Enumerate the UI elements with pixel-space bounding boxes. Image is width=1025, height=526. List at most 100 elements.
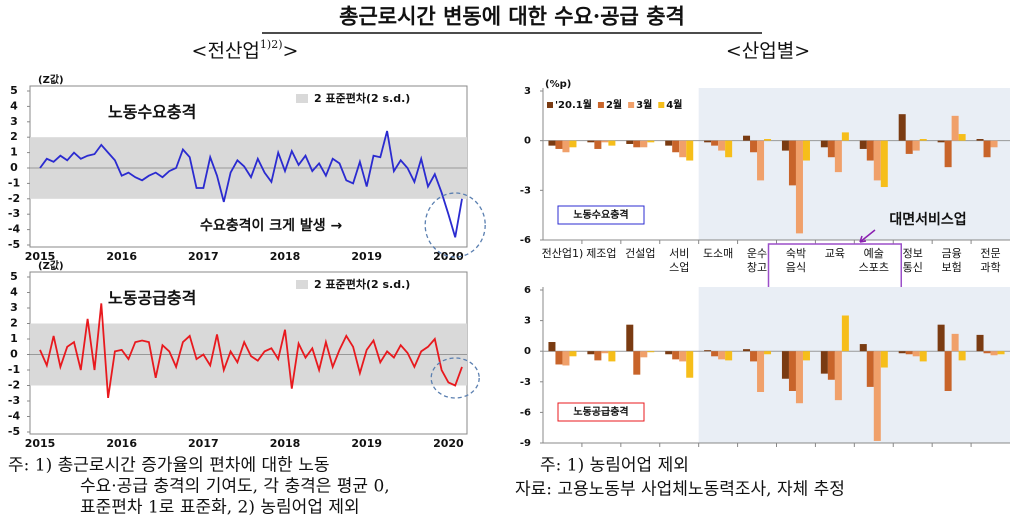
subtitle-sup: 1)2) [260, 38, 283, 51]
bar [764, 139, 772, 141]
bar [743, 349, 751, 352]
bar [944, 351, 952, 391]
bar [788, 351, 796, 391]
bar [569, 140, 577, 148]
y-tick-label: 1 [10, 146, 18, 159]
x-tick-label: 2016 [106, 437, 137, 450]
x-tick-label: 전산업1) [542, 247, 584, 260]
bar [880, 140, 888, 188]
bar [788, 140, 796, 186]
bar [944, 140, 952, 168]
bar [919, 351, 927, 362]
legend-swatch [547, 102, 553, 108]
bar [594, 351, 602, 361]
note-right: 주: 1) 농림어업 제외 [540, 456, 689, 476]
legend-label: 2월 [606, 99, 622, 111]
bar [781, 351, 789, 379]
bar [633, 140, 641, 148]
bar [958, 351, 966, 361]
bar [834, 351, 842, 401]
bar [990, 140, 998, 148]
bar [548, 140, 556, 146]
y-tick-label: 5 [10, 84, 18, 97]
y-tick-label: -4 [8, 410, 21, 423]
bar [866, 140, 874, 161]
y-tick-label: -9 [520, 438, 531, 449]
bar [757, 140, 765, 181]
bar [795, 351, 803, 404]
bar [711, 140, 719, 146]
x-tick-label: 운수 창고 [747, 247, 767, 274]
annotation: 수요충격이 크게 발생 → [200, 217, 343, 234]
y-tick-label: -6 [520, 407, 531, 418]
bar [866, 351, 874, 387]
bar [859, 344, 867, 352]
y-tick-label: -1 [8, 176, 20, 189]
x-tick-label: 교육 [825, 247, 845, 260]
bar [587, 351, 595, 355]
bar [686, 351, 694, 378]
y-tick-label: 0 [524, 136, 531, 147]
bar [976, 139, 984, 141]
bar [750, 140, 758, 153]
bar [880, 351, 888, 368]
y-tick-label: -4 [8, 223, 21, 236]
bar [820, 351, 828, 374]
bar [679, 140, 687, 158]
x-tick-label: 도소매 [703, 247, 733, 260]
bar [820, 140, 828, 148]
bar [633, 351, 641, 375]
bar [841, 315, 849, 352]
bar [608, 351, 616, 362]
y-tick-label: -2 [8, 192, 20, 205]
y-tick-label: 0 [10, 161, 18, 174]
bar [937, 324, 945, 352]
subtitle-left: <전산업1)2)> [192, 38, 299, 62]
bar [647, 140, 655, 143]
bar [905, 140, 913, 154]
bar [781, 140, 789, 151]
legend-swatch [296, 280, 308, 289]
bar [750, 351, 758, 362]
x-tick-label: 2019 [351, 250, 382, 263]
bar [711, 351, 719, 357]
service-shade [698, 88, 1010, 240]
bar [672, 140, 680, 153]
y-tick-label: -5 [8, 425, 20, 438]
y-tick-label: 3 [524, 86, 531, 97]
y-tick-label: 2 [10, 317, 18, 330]
x-tick-label: 전문 과학 [980, 247, 1000, 274]
annotation-arrow [859, 229, 876, 243]
label-box [557, 402, 645, 422]
data-line [39, 130, 463, 238]
bar [873, 140, 881, 181]
service-shade [698, 287, 1010, 443]
subtitle-end: > [283, 40, 299, 62]
subtitle-right: <산업별> [726, 40, 810, 62]
legend-label: 4월 [666, 99, 682, 111]
bar [704, 350, 712, 352]
notes: 주: 1) 총근로시간 증가율의 편차에 대한 노동수요·공급 충격의 기여도,… [8, 456, 845, 518]
y-tick-label: 3 [524, 316, 531, 327]
bar [647, 351, 655, 353]
bar [548, 342, 556, 352]
series-label: 노동공급충격 [573, 405, 628, 418]
bar [827, 140, 835, 158]
bar [626, 324, 634, 352]
x-tick-label: 2015 [25, 437, 56, 450]
x-tick-label: 2015 [25, 250, 56, 263]
note-left: 수요·공급 충격의 기여도, 각 충격은 평균 0, [80, 477, 390, 497]
bar [919, 139, 927, 141]
bar [958, 134, 966, 141]
x-tick-label: 건설업 [625, 247, 655, 260]
bar [587, 140, 595, 143]
x-tick-label: 2018 [270, 250, 301, 263]
y-tick-label: 0 [10, 348, 18, 361]
x-tick-label: 2017 [188, 437, 219, 450]
bar [990, 351, 998, 356]
bar [594, 140, 602, 149]
y-tick-label: -3 [520, 185, 531, 196]
bar [601, 351, 609, 354]
y-tick-label: 0 [524, 346, 531, 357]
legend-label: 3월 [636, 99, 652, 111]
